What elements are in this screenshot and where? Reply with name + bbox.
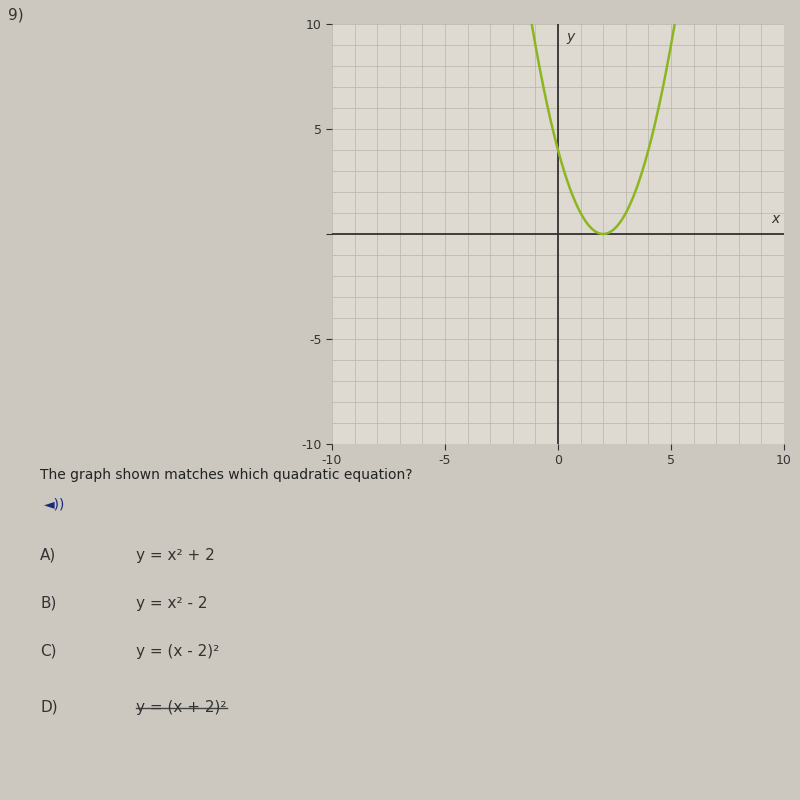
Text: C): C) [40,644,57,659]
Text: A): A) [40,548,56,563]
Text: y = (x + 2)²: y = (x + 2)² [136,700,226,715]
Text: The graph shown matches which quadratic equation?: The graph shown matches which quadratic … [40,468,413,482]
Text: ◄)): ◄)) [44,498,66,512]
Text: x: x [771,212,779,226]
Text: y = (x - 2)²: y = (x - 2)² [136,644,219,659]
Text: y = x² + 2: y = x² + 2 [136,548,214,563]
Text: B): B) [40,596,56,611]
Text: D): D) [40,700,58,715]
Text: y = x² - 2: y = x² - 2 [136,596,207,611]
Text: 9): 9) [8,8,24,23]
Text: y: y [566,30,574,44]
